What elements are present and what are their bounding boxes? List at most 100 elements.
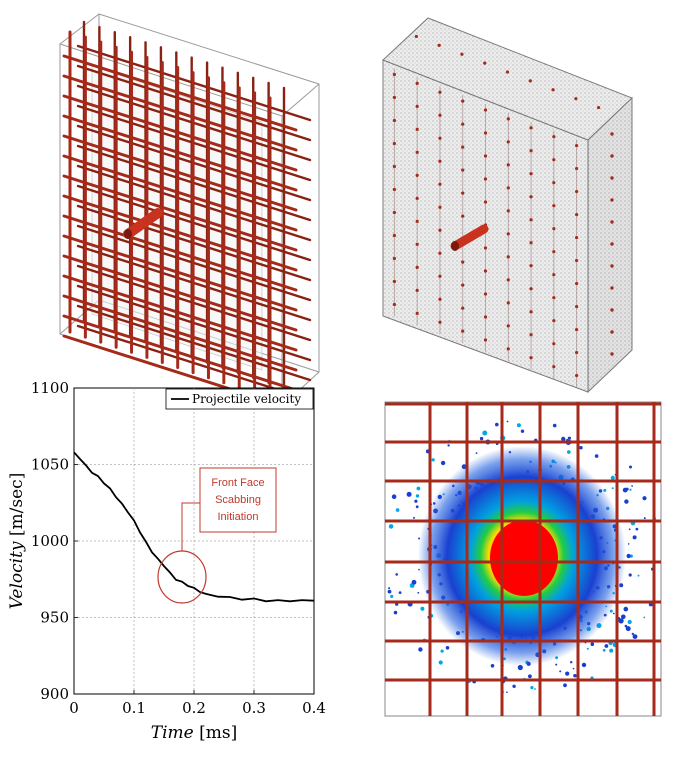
rebar-end-top [528, 79, 532, 83]
rebar-dot [552, 135, 556, 139]
rebar-dot [461, 168, 465, 172]
annotation-leader [181, 502, 200, 551]
rebar-dot [506, 232, 510, 236]
rebar-horizontal [62, 314, 298, 392]
rebar-dot [529, 333, 533, 337]
damage-fragment [390, 594, 394, 599]
rebar-dot [483, 154, 488, 158]
damage-fragment [417, 591, 420, 594]
rebar-dot [506, 140, 510, 144]
rebar-end-top [414, 34, 418, 39]
damage-fragment [413, 516, 415, 519]
x-tick-label: 0.3 [242, 699, 266, 717]
rebar-end-top [437, 43, 441, 47]
rebar-horizontal [62, 94, 298, 172]
damage-fragment [627, 543, 630, 545]
projectile-tail [451, 241, 459, 251]
damage-fragment [573, 674, 577, 678]
rebar-dot [415, 196, 419, 200]
damage-fragment [581, 662, 587, 668]
rebar-dot [552, 365, 556, 369]
damage-fragment [612, 612, 615, 615]
rebar-end-side [610, 330, 614, 334]
rebar-dot [438, 90, 442, 94]
rebar-dot [438, 274, 442, 278]
damage-fragment [534, 688, 536, 690]
damage-fragment [572, 667, 575, 670]
rebar-dot [552, 204, 556, 208]
projectile-tail [124, 229, 132, 239]
damage-fragment [395, 573, 399, 576]
rebar-dot [529, 195, 533, 199]
damage-fragment [594, 454, 599, 458]
damage-fragment [625, 626, 631, 632]
damage-fragment [590, 642, 595, 646]
rebar-horizontal [62, 274, 298, 352]
damage-fragment [475, 452, 478, 454]
damage-fragment [586, 647, 589, 650]
velocity-chart: 0 0.1 0.2 0.3 0.4 900 950 1000 1050 1100 Project… [7, 379, 326, 743]
damage-fragment [567, 436, 572, 440]
damage-fragment [628, 528, 631, 531]
rebar-horizontal [62, 54, 298, 132]
slab-side [587, 96, 633, 394]
damage-fragment [628, 573, 632, 577]
damage-fragment [637, 574, 640, 577]
rebar-dot [483, 338, 488, 342]
rebar-dot [552, 319, 556, 323]
rebar-dot [575, 327, 579, 332]
rebar-dot [392, 210, 396, 215]
rebar-dot [415, 311, 419, 315]
x-tick-label: 0.1 [122, 699, 146, 717]
rebar-end-side [610, 220, 614, 224]
rebar-dot [438, 228, 442, 232]
damage-fragment [411, 579, 417, 585]
rebar-dot [415, 173, 419, 177]
annotation: Front Face Scabbing Initiation [157, 467, 277, 604]
rebar-end-side [610, 352, 614, 356]
rebar-dot [438, 182, 442, 186]
rebar-dot [529, 241, 533, 245]
legend-label: Projectile velocity [192, 392, 301, 406]
rebar-dot [506, 209, 510, 213]
rebar-dot [483, 108, 488, 112]
y-tick-label: 1000 [31, 532, 69, 550]
damage-fragment [506, 691, 508, 693]
damage-fragment [414, 499, 418, 503]
damage-fragment [552, 423, 557, 428]
rebar-dot [529, 287, 533, 291]
rebar-dot [575, 212, 579, 217]
x-axis-label: Time [ms] [151, 723, 237, 743]
damage-fragment [415, 505, 419, 509]
damage-fragment [391, 494, 397, 500]
damage-fragment [438, 660, 443, 665]
rebar-dot [529, 264, 533, 268]
damage-fragment [528, 674, 532, 679]
rebar-dot [461, 191, 465, 195]
rebar-end-side [610, 154, 614, 158]
rebar-dot [552, 181, 556, 185]
rebar-dot [575, 373, 579, 378]
rebar-dot [552, 250, 556, 254]
rebar-dot [438, 320, 442, 324]
rebar-dot [552, 227, 556, 231]
damage-fragment [643, 616, 646, 619]
damage-fragment [621, 614, 626, 620]
damage-core [490, 520, 558, 596]
rebar-end-side [610, 132, 614, 136]
rebar-dot [392, 118, 396, 123]
rebar-dot [392, 256, 396, 261]
rebar-end-side [610, 286, 614, 290]
rebar-dot [552, 342, 556, 346]
damage-fragment [406, 491, 412, 497]
y-ticks: 900 950 1000 1050 1100 [31, 379, 78, 703]
damage-fragment [420, 606, 425, 611]
rebar-end-top [505, 70, 510, 74]
damage-fragment [395, 508, 400, 512]
damage-fragment [624, 624, 628, 628]
slab-edge [59, 13, 100, 45]
rebar-dot [461, 122, 465, 126]
rebar-dot [438, 113, 442, 117]
rebar-dot [506, 163, 510, 167]
damage-fragment [629, 488, 632, 491]
